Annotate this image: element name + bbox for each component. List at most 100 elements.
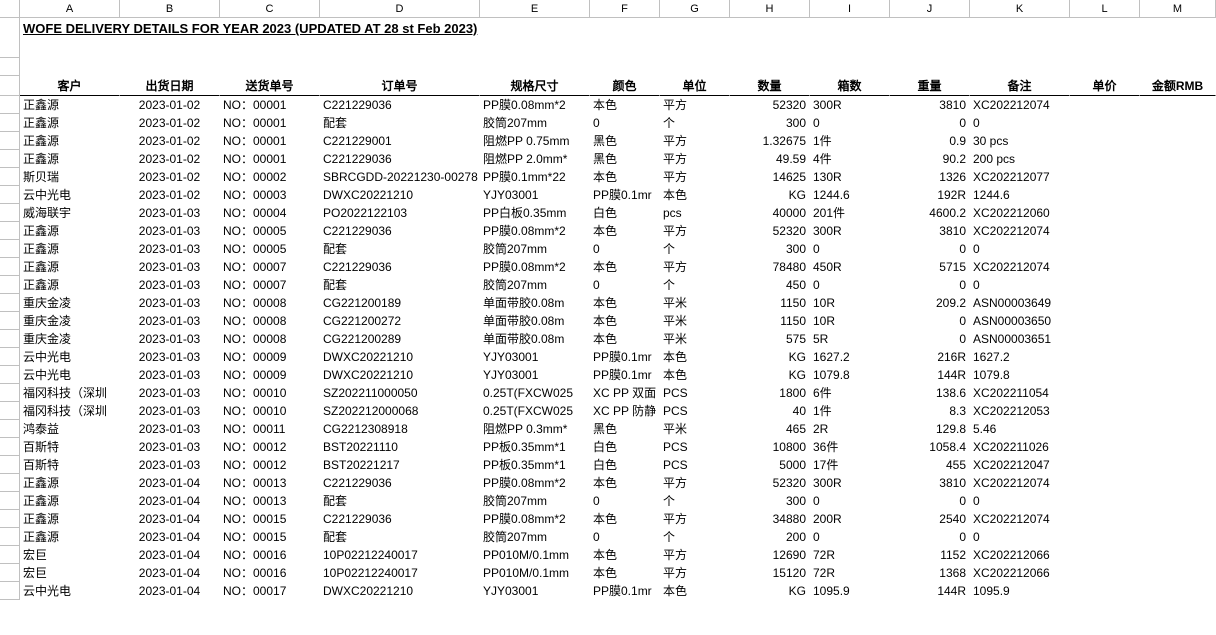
empty-cell[interactable] bbox=[120, 40, 220, 58]
cell-order_no[interactable]: 配套 bbox=[320, 528, 480, 546]
row-header[interactable] bbox=[0, 348, 20, 366]
cell-ship_date[interactable]: 2023-01-03 bbox=[120, 438, 220, 456]
cell-ship_date[interactable]: 2023-01-02 bbox=[120, 132, 220, 150]
cell-remark[interactable]: XC202212074 bbox=[970, 474, 1070, 492]
cell-weight[interactable]: 90.2 bbox=[890, 150, 970, 168]
cell-boxes[interactable]: 0 bbox=[810, 492, 890, 510]
th-amount[interactable]: 金额RMB bbox=[1140, 76, 1216, 96]
cell-customer[interactable]: 云中光电 bbox=[20, 582, 120, 600]
cell-unit[interactable]: 本色 bbox=[660, 186, 730, 204]
cell-price[interactable] bbox=[1070, 168, 1140, 186]
cell-remark[interactable]: XC202212047 bbox=[970, 456, 1070, 474]
cell-weight[interactable]: 3810 bbox=[890, 96, 970, 114]
cell-unit[interactable]: PCS bbox=[660, 438, 730, 456]
empty-cell[interactable] bbox=[480, 40, 590, 58]
cell-qty[interactable]: 10800 bbox=[730, 438, 810, 456]
cell-customer[interactable]: 正鑫源 bbox=[20, 132, 120, 150]
cell-remark[interactable]: 0 bbox=[970, 492, 1070, 510]
cell-ship_date[interactable]: 2023-01-03 bbox=[120, 420, 220, 438]
cell-qty[interactable]: 1.32675 bbox=[730, 132, 810, 150]
row-header[interactable] bbox=[0, 276, 20, 294]
empty-cell[interactable] bbox=[660, 40, 730, 58]
cell-boxes[interactable]: 72R bbox=[810, 564, 890, 582]
cell-order_no[interactable]: C221229036 bbox=[320, 510, 480, 528]
cell-boxes[interactable]: 1627.2 bbox=[810, 348, 890, 366]
empty-cell[interactable] bbox=[890, 40, 970, 58]
th-ship_date[interactable]: 出货日期 bbox=[120, 76, 220, 96]
cell-weight[interactable]: 0 bbox=[890, 528, 970, 546]
row-header[interactable] bbox=[0, 58, 20, 76]
cell-spec[interactable]: 胶筒207mm bbox=[480, 492, 590, 510]
row-header[interactable] bbox=[0, 76, 20, 96]
cell-customer[interactable]: 正鑫源 bbox=[20, 114, 120, 132]
cell-delivery_no[interactable]: NO：00016 bbox=[220, 564, 320, 582]
cell-unit[interactable]: 个 bbox=[660, 528, 730, 546]
th-unit[interactable]: 单位 bbox=[660, 76, 730, 96]
col-header-A[interactable]: A bbox=[20, 0, 120, 18]
cell-price[interactable] bbox=[1070, 366, 1140, 384]
cell-delivery_no[interactable]: NO：00004 bbox=[220, 204, 320, 222]
cell-weight[interactable]: 216R bbox=[890, 348, 970, 366]
cell-boxes[interactable]: 1件 bbox=[810, 402, 890, 420]
cell-delivery_no[interactable]: NO：00009 bbox=[220, 366, 320, 384]
cell-boxes[interactable]: 1079.8 bbox=[810, 366, 890, 384]
cell-price[interactable] bbox=[1070, 132, 1140, 150]
empty-cell[interactable] bbox=[20, 58, 120, 76]
cell-amount[interactable] bbox=[1140, 366, 1216, 384]
cell-delivery_no[interactable]: NO：00013 bbox=[220, 474, 320, 492]
cell-price[interactable] bbox=[1070, 528, 1140, 546]
cell-color[interactable]: 0 bbox=[590, 276, 660, 294]
col-header-G[interactable]: G bbox=[660, 0, 730, 18]
cell-color[interactable]: 本色 bbox=[590, 312, 660, 330]
cell-amount[interactable] bbox=[1140, 150, 1216, 168]
col-header-F[interactable]: F bbox=[590, 0, 660, 18]
cell-order_no[interactable]: C221229036 bbox=[320, 474, 480, 492]
cell-customer[interactable]: 正鑫源 bbox=[20, 258, 120, 276]
row-header[interactable] bbox=[0, 150, 20, 168]
cell-delivery_no[interactable]: NO：00007 bbox=[220, 258, 320, 276]
cell-spec[interactable]: 单面带胶0.08m bbox=[480, 312, 590, 330]
cell-spec[interactable]: 胶筒207mm bbox=[480, 276, 590, 294]
cell-spec[interactable]: PP010M/0.1mm bbox=[480, 564, 590, 582]
cell-boxes[interactable]: 300R bbox=[810, 222, 890, 240]
cell-ship_date[interactable]: 2023-01-04 bbox=[120, 474, 220, 492]
cell-weight[interactable]: 0 bbox=[890, 312, 970, 330]
cell-color[interactable]: 本色 bbox=[590, 168, 660, 186]
cell-weight[interactable]: 0.9 bbox=[890, 132, 970, 150]
cell-customer[interactable]: 正鑫源 bbox=[20, 240, 120, 258]
cell-amount[interactable] bbox=[1140, 582, 1216, 600]
cell-spec[interactable]: 胶筒207mm bbox=[480, 240, 590, 258]
row-header[interactable] bbox=[0, 204, 20, 222]
row-header[interactable] bbox=[0, 438, 20, 456]
cell-order_no[interactable]: 配套 bbox=[320, 276, 480, 294]
cell-qty[interactable]: 12690 bbox=[730, 546, 810, 564]
cell-remark[interactable]: 0 bbox=[970, 240, 1070, 258]
th-spec[interactable]: 规格尺寸 bbox=[480, 76, 590, 96]
cell-unit[interactable]: 个 bbox=[660, 114, 730, 132]
cell-customer[interactable]: 正鑫源 bbox=[20, 222, 120, 240]
cell-color[interactable]: 白色 bbox=[590, 456, 660, 474]
cell-ship_date[interactable]: 2023-01-02 bbox=[120, 150, 220, 168]
cell-boxes[interactable]: 1095.9 bbox=[810, 582, 890, 600]
cell-ship_date[interactable]: 2023-01-03 bbox=[120, 402, 220, 420]
cell-spec[interactable]: 单面带胶0.08m bbox=[480, 330, 590, 348]
cell-amount[interactable] bbox=[1140, 96, 1216, 114]
cell-remark[interactable]: 1095.9 bbox=[970, 582, 1070, 600]
cell-unit[interactable]: 个 bbox=[660, 276, 730, 294]
cell-ship_date[interactable]: 2023-01-02 bbox=[120, 168, 220, 186]
cell-price[interactable] bbox=[1070, 384, 1140, 402]
row-header[interactable] bbox=[0, 114, 20, 132]
cell-weight[interactable]: 192R bbox=[890, 186, 970, 204]
cell-spec[interactable]: 胶筒207mm bbox=[480, 114, 590, 132]
cell-boxes[interactable]: 17件 bbox=[810, 456, 890, 474]
cell-order_no[interactable]: C221229001 bbox=[320, 132, 480, 150]
row-header[interactable] bbox=[0, 384, 20, 402]
cell-customer[interactable]: 正鑫源 bbox=[20, 150, 120, 168]
cell-order_no[interactable]: 10P02212240017 bbox=[320, 564, 480, 582]
cell-spec[interactable]: PP膜0.08mm*2 bbox=[480, 474, 590, 492]
cell-spec[interactable]: 阻燃PP 0.3mm* bbox=[480, 420, 590, 438]
cell-ship_date[interactable]: 2023-01-04 bbox=[120, 528, 220, 546]
cell-order_no[interactable]: C221229036 bbox=[320, 222, 480, 240]
cell-boxes[interactable]: 450R bbox=[810, 258, 890, 276]
cell-delivery_no[interactable]: NO：00016 bbox=[220, 546, 320, 564]
